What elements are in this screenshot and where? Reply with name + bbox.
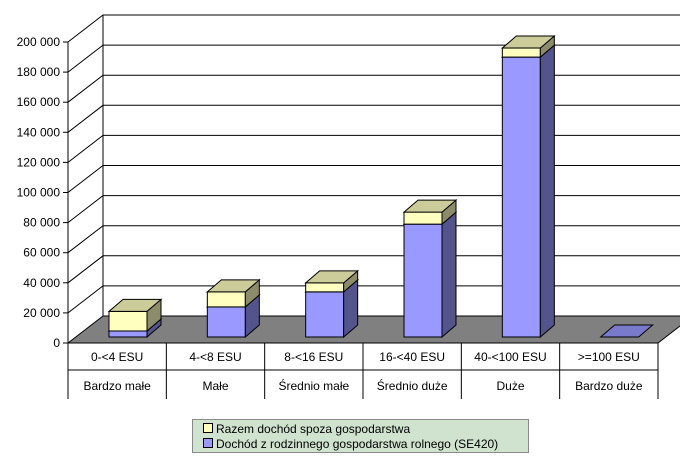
y-tick-label: 140 000: [17, 125, 61, 139]
bar-segment: [500, 34, 556, 59]
x-tick-label: 0-<4 ESU: [91, 350, 143, 364]
x-tick-group-label: Bardzo duże: [575, 379, 643, 393]
bar-top: [205, 279, 261, 293]
bar-front: [501, 56, 541, 338]
bar-segment: [402, 211, 458, 339]
x-tick-label: 40-<100 ESU: [474, 350, 546, 364]
y-tick-label: 180 000: [17, 65, 61, 79]
bar-front: [305, 282, 345, 293]
bar-segment: [205, 278, 261, 308]
bar-front: [403, 223, 443, 338]
legend-swatch-farm-income: [203, 438, 213, 448]
x-tick-label: 8-<16 ESU: [284, 350, 343, 364]
y-tick-label: 120 000: [17, 155, 61, 169]
legend-swatch-off-farm: [203, 423, 213, 433]
gridline: [67, 74, 680, 103]
bar-front: [403, 211, 443, 225]
x-tick-label: >=100 ESU: [578, 350, 640, 364]
gridline: [67, 255, 680, 284]
x-tick-label: 16-<40 ESU: [379, 350, 445, 364]
bar-empty-cap: [599, 324, 655, 338]
gridline: [67, 195, 680, 223]
legend-label-farm-income: Dochód z rodzinnego gospodarstwa rolnego…: [216, 437, 499, 451]
y-tick-label: 200 000: [17, 35, 61, 49]
bar-top: [500, 35, 556, 49]
y-tick-label: 20 000: [23, 306, 60, 320]
bar-segment: [402, 198, 458, 226]
gridline: [67, 225, 680, 254]
bar-side: [539, 43, 555, 339]
legend-item-off-farm: Razem dochód spoza gospodarstwa: [203, 422, 410, 437]
gridline: [67, 14, 680, 43]
bar-top: [107, 298, 163, 312]
y-tick-label: 40 000: [23, 276, 60, 290]
y-tick-label: 160 000: [17, 95, 61, 109]
bar-side: [441, 211, 457, 339]
bar-front: [501, 47, 541, 58]
bar-top: [304, 270, 360, 284]
bar-front: [206, 291, 246, 308]
x-tick-label: 4-<8 ESU: [189, 350, 241, 364]
y-tick-label: 0: [53, 336, 60, 350]
legend-item-farm-income: Dochód z rodzinnego gospodarstwa rolnego…: [203, 437, 498, 452]
bar-segment: [500, 43, 556, 339]
x-tick-group-label: Średnio duże: [377, 378, 448, 393]
bar-top: [402, 199, 458, 213]
gridline: [67, 165, 680, 193]
y-tick-label: 60 000: [23, 246, 60, 260]
bar-group: [107, 34, 655, 339]
gridline: [67, 104, 680, 133]
y-tick-label: 100 000: [17, 186, 61, 200]
legend-label-off-farm: Razem dochód spoza gospodarstwa: [216, 422, 411, 436]
bar-segment: [304, 269, 360, 293]
gridline: [67, 134, 680, 163]
bar-segment: [107, 298, 163, 333]
legend: Razem dochód spoza gospodarstwa Dochód z…: [192, 419, 529, 453]
bar-front: [108, 330, 148, 338]
gridline: [67, 285, 680, 314]
bar-front: [305, 291, 345, 338]
bar-front: [206, 306, 246, 338]
gridline: [67, 44, 680, 73]
bar-front: [108, 310, 148, 332]
x-tick-group-label: Średnio małe: [278, 378, 349, 393]
y-tick-label: 80 000: [23, 216, 60, 230]
x-tick-group-label: Duże: [496, 379, 524, 393]
x-tick-group-label: Bardzo małe: [83, 379, 151, 393]
x-tick-group-label: Małe: [202, 379, 228, 393]
